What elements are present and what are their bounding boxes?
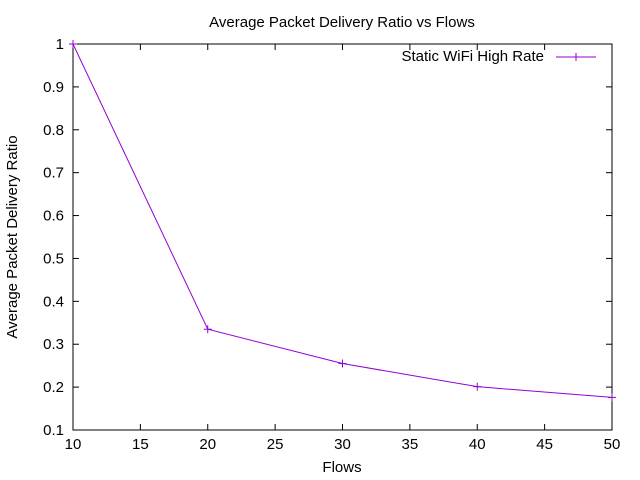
- x-tick-label: 35: [402, 436, 419, 453]
- y-tick-label: 0.8: [43, 122, 64, 139]
- data-point: [203, 325, 212, 334]
- data-point: [608, 393, 616, 402]
- x-tick-label: 10: [65, 436, 82, 453]
- x-tick-label: 40: [469, 436, 486, 453]
- series-line: [72, 43, 613, 398]
- y-tick-label: 0.6: [43, 208, 64, 225]
- data-point: [338, 359, 347, 368]
- x-tick-label: 20: [199, 436, 216, 453]
- series-layer: [69, 40, 616, 402]
- plot-frame: [72, 43, 613, 431]
- y-tick-label: 0.5: [43, 250, 64, 267]
- x-tick-label: 50: [604, 436, 621, 453]
- y-tick-label: 0.1: [43, 422, 64, 439]
- data-point: [473, 382, 482, 391]
- data-point: [69, 40, 77, 48]
- legend: Static WiFi High Rate: [401, 48, 596, 65]
- y-tick-label: 0.4: [43, 293, 64, 310]
- y-tick-label: 0.3: [43, 336, 64, 353]
- y-tick-label: 0.2: [43, 379, 64, 396]
- y-axis: 0.1 0.2 0.3 0.4 0.5 0.6 0.7 0.8 0.9 1: [43, 36, 612, 439]
- x-tick-label: 45: [536, 436, 553, 453]
- y-tick-label: 0.7: [43, 165, 64, 182]
- legend-label: Static WiFi High Rate: [401, 48, 544, 65]
- legend-marker-plus: [572, 53, 580, 61]
- chart-title: Average Packet Delivery Ratio vs Flows: [209, 14, 475, 31]
- x-axis: 10 15 20 25 30 35 40 45 50: [65, 44, 621, 453]
- x-axis-label: Flows: [322, 459, 361, 476]
- y-tick-label: 0.9: [43, 79, 64, 96]
- x-tick-label: 30: [334, 436, 351, 453]
- x-tick-label: 25: [267, 436, 284, 453]
- y-axis-label: Average Packet Delivery Ratio: [4, 135, 21, 338]
- y-tick-label: 1: [56, 36, 64, 53]
- x-tick-label: 15: [132, 436, 149, 453]
